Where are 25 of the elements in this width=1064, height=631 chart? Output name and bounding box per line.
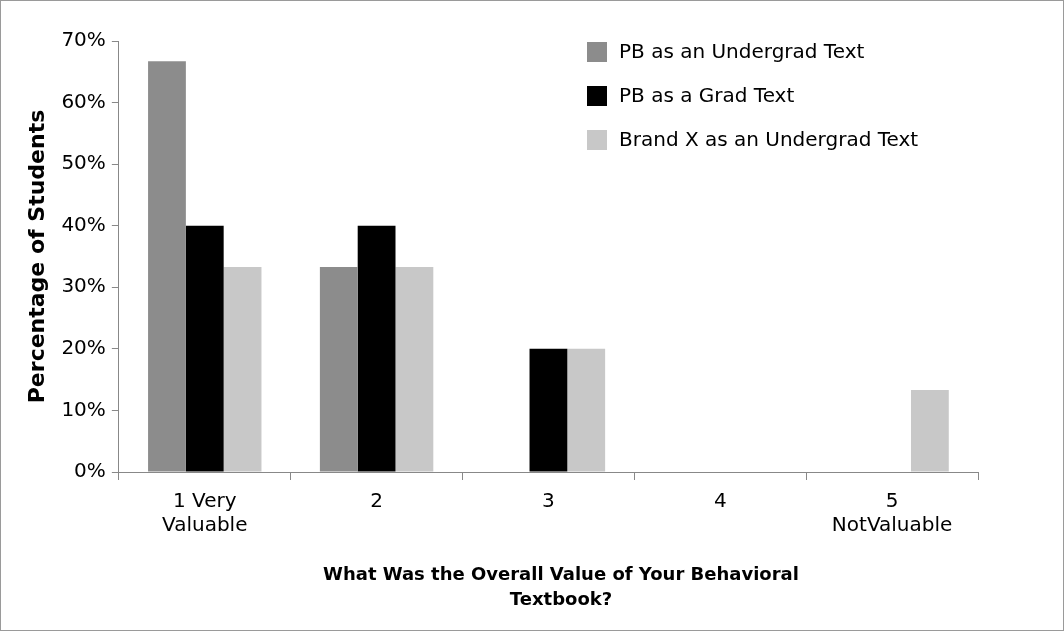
- bar: [529, 348, 568, 472]
- x-tick-label: 1 Very Valuable: [162, 488, 248, 537]
- x-tick-label: 2: [370, 488, 383, 513]
- bar: [395, 266, 434, 472]
- x-tick-label: 3: [542, 488, 555, 513]
- y-tick-label: 30%: [61, 273, 106, 298]
- legend-label: PB as a Grad Text: [619, 83, 795, 107]
- y-axis-title: Percentage of Students: [23, 109, 49, 404]
- y-tick-label: 20%: [61, 335, 106, 360]
- y-tick-label: 60%: [61, 88, 106, 113]
- legend-label: PB as an Undergrad Text: [619, 39, 865, 63]
- bar: [567, 348, 606, 472]
- y-tick-label: 0%: [74, 458, 106, 483]
- bar: [223, 266, 262, 472]
- y-tick-label: 70%: [61, 27, 106, 52]
- bar: [357, 225, 396, 472]
- bar: [910, 390, 949, 472]
- x-tick-label: 5 NotValuable: [831, 488, 953, 537]
- legend-label: Brand X as an Undergrad Text: [619, 127, 919, 151]
- x-axis-title: What Was the Overall Value of Your Behavioral Textbook?: [322, 562, 800, 611]
- y-tick-label: 10%: [61, 396, 106, 421]
- bar: [185, 225, 224, 472]
- y-tick-label: 50%: [61, 150, 106, 175]
- y-tick-label: 40%: [61, 211, 106, 236]
- x-tick-label: 4: [713, 488, 727, 513]
